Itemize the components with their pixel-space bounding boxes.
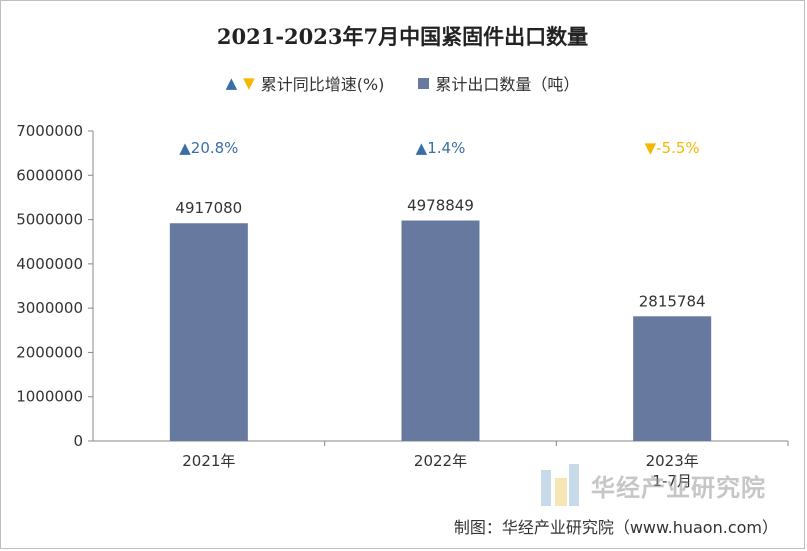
legend-item-volume: 累计出口数量（吨） [418,71,579,95]
bar [401,220,480,441]
data-label: 2815784 [639,292,706,310]
data-label: 4917080 [175,199,242,217]
y-tick-label: 5000000 [16,211,83,229]
x-tick-label: 2023年 [646,452,699,470]
bar [633,316,712,441]
y-tick-label: 2000000 [16,343,83,361]
watermark-logo-icon [541,464,583,506]
y-tick-label: 4000000 [16,255,83,273]
growth-label: ▲1.4% [416,139,466,157]
growth-label: ▲20.8% [179,139,238,157]
bar [169,223,248,441]
watermark-text: 华经产业研究院 [591,473,766,502]
legend-label-growth: 累计同比增速(%) [260,75,385,94]
x-tick-label: 2022年 [414,452,467,470]
data-label: 4978849 [407,197,474,215]
legend-item-growth: ▲ ▼ 累计同比增速(%) [226,71,385,95]
chart-footer: 制图：华经产业研究院（www.huaon.com） [453,518,778,537]
y-tick-label: 7000000 [16,122,83,140]
y-tick-label: 0 [73,432,83,450]
legend-label-volume: 累计出口数量（吨） [435,75,580,94]
watermark: 华经产业研究院 [541,464,766,506]
x-tick-label: 1-7月 [652,472,692,490]
legend-swatch-volume [418,77,430,89]
chart-title: 2021-2023年7月中国紧固件出口数量 [216,24,589,49]
growth-label: ▼-5.5% [645,139,700,157]
y-tick-label: 6000000 [16,166,83,184]
y-tick-label: 3000000 [16,299,83,317]
y-tick-label: 1000000 [16,388,83,406]
triangle-down-icon: ▼ [243,74,255,92]
triangle-up-icon: ▲ [225,74,238,92]
x-tick-label: 2021年 [182,452,235,470]
chart-legend: ▲ ▼ 累计同比增速(%) 累计出口数量（吨） [1,71,804,95]
